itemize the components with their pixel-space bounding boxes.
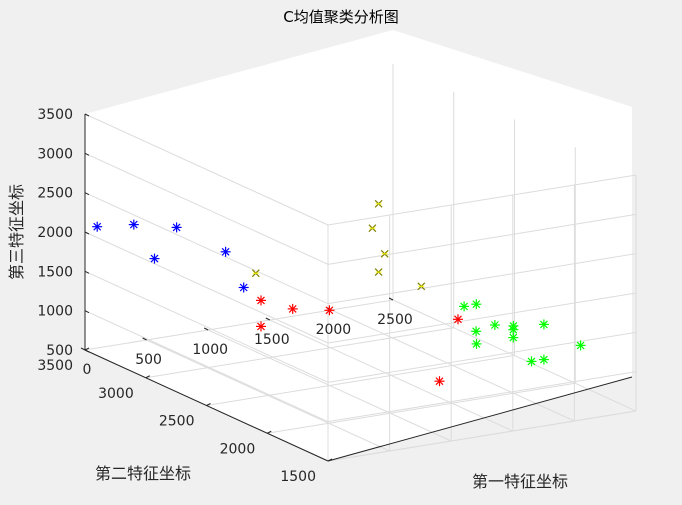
data-point: [256, 321, 266, 332]
data-point: [538, 354, 549, 365]
data-point: [526, 356, 537, 367]
z-tick-label: 2000: [37, 225, 73, 241]
y-tick-label: 2000: [220, 441, 256, 457]
x-tick-label: 2000: [316, 322, 352, 338]
z-tick-label: 3500: [37, 107, 73, 123]
grid-line: [327, 253, 637, 305]
x-tick-mark: [203, 327, 209, 331]
x-tick-mark: [142, 337, 147, 341]
grid-line: [84, 310, 329, 423]
grid-line: [206, 355, 515, 406]
z-tick-mark: [84, 231, 90, 235]
chart-title: C均值聚类分析图: [283, 8, 398, 26]
data-point: [471, 326, 482, 337]
data-point: [489, 320, 500, 330]
x-tick-mark: [80, 347, 86, 351]
grid-line: [145, 327, 454, 379]
data-point: [128, 219, 139, 230]
x-tick-label: 0: [83, 362, 92, 378]
data-point: [538, 319, 549, 330]
z-tick-mark: [84, 113, 90, 117]
y-tick-mark: [84, 347, 90, 351]
y-tick-mark: [267, 430, 272, 434]
x-tick-mark: [265, 317, 271, 321]
z-tick-mark: [84, 310, 90, 314]
z-tick-mark: [84, 192, 90, 196]
grid-line: [327, 410, 637, 462]
y-tick-mark: [327, 458, 333, 462]
z-tick-label: 1000: [37, 304, 73, 320]
data-point: [92, 221, 103, 232]
grid-line: [84, 152, 329, 265]
grid-line: [327, 371, 637, 423]
data-point: [220, 246, 231, 257]
data-point: [256, 295, 266, 306]
axes-back-left: [85, 30, 393, 350]
data-point: [374, 268, 383, 277]
y-tick-label: 3000: [98, 386, 134, 402]
tick-labels: 0 500 1000 1500 2000 2500 1500 2000 2500 3000 3500…: [37, 107, 412, 485]
x-axis-label: 第一特征坐标: [472, 472, 568, 491]
data-points: [92, 199, 586, 387]
data-point: [171, 222, 182, 233]
z-tick-label: 3000: [37, 146, 73, 162]
z-tick-mark: [84, 349, 90, 353]
data-point: [575, 340, 586, 351]
data-point: [417, 282, 426, 291]
grid-line: [84, 299, 394, 351]
data-point: [508, 320, 519, 331]
x-tick-label: 1000: [192, 342, 228, 358]
y-axis-label: 第二特征坐标: [95, 464, 191, 483]
x-tick-label: 1500: [254, 332, 290, 348]
grid-line: [267, 382, 576, 434]
z-tick-mark: [84, 270, 90, 274]
data-point: [508, 332, 519, 343]
data-point: [251, 269, 260, 278]
z-axis-label: 第三特征坐标: [7, 184, 26, 280]
z-tick-mark: [84, 152, 90, 156]
grid-line: [84, 270, 329, 383]
data-point: [471, 299, 482, 310]
data-point: [374, 199, 383, 208]
grid-line: [84, 113, 329, 226]
z-tick-label: 500: [46, 343, 73, 359]
x-tick-label: 500: [135, 352, 162, 368]
data-point: [149, 253, 160, 264]
z-tick-label: 2500: [37, 186, 73, 202]
data-point: [238, 282, 249, 293]
grid-line: [327, 292, 637, 344]
y-tick-mark: [145, 375, 150, 379]
data-point: [459, 301, 470, 312]
y-tick-label: 2500: [159, 414, 195, 430]
data-point: [434, 376, 445, 387]
y-tick-mark: [206, 403, 211, 406]
grid-line: [327, 213, 637, 265]
grid-line: [327, 174, 637, 226]
data-point: [287, 303, 298, 314]
x-tick-label: 2500: [377, 312, 413, 328]
grid-line: [84, 231, 329, 344]
y-tick-label: 3500: [37, 358, 73, 374]
data-point: [368, 224, 377, 233]
grid-line: [327, 331, 637, 383]
data-point: [380, 249, 389, 258]
z-tick-label: 1500: [37, 264, 73, 280]
data-point: [324, 305, 335, 316]
grid-line: [84, 192, 329, 305]
x-tick-mark: [388, 297, 394, 301]
data-point: [453, 314, 463, 325]
data-point: [471, 338, 482, 349]
y-tick-label: 1500: [280, 469, 316, 485]
